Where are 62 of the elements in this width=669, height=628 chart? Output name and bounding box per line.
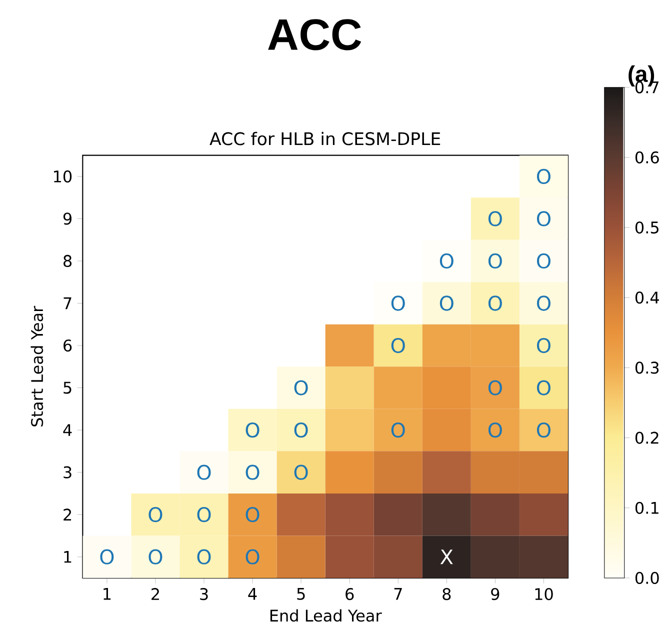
data-label: O xyxy=(148,549,162,564)
x-tick-label: 3 xyxy=(200,588,208,600)
data-label: O xyxy=(391,338,405,354)
data-label: O xyxy=(536,422,550,438)
data-label: O xyxy=(246,464,260,480)
data-label: O xyxy=(246,549,260,564)
x-tick-label: 5 xyxy=(297,588,305,600)
x-tick-label: 1 xyxy=(104,588,111,600)
data-label: O xyxy=(488,380,502,396)
data-label: O xyxy=(197,507,211,522)
color-bar-label: 0.0 xyxy=(635,572,659,584)
data-label: O xyxy=(536,253,550,269)
y-tick-label: 2 xyxy=(64,508,72,521)
data-label: O xyxy=(246,507,260,522)
chart-subtitle: ACC for HLB in CESM-DPLE xyxy=(210,132,440,146)
x-tick-label: 4 xyxy=(248,588,257,600)
data-label: O xyxy=(488,253,502,269)
y-tick-label: 3 xyxy=(64,466,72,478)
y-tick-label: 1 xyxy=(64,551,72,563)
y-tick-label: 9 xyxy=(63,212,72,225)
data-label: O xyxy=(391,296,405,311)
data-label: X xyxy=(440,550,453,564)
color-bar-label: 0.6 xyxy=(635,151,659,164)
data-label: O xyxy=(197,464,211,480)
color-bar-label: 0.5 xyxy=(635,221,658,234)
color-bar-label: 0.3 xyxy=(635,362,659,374)
data-label: O xyxy=(536,380,550,396)
data-label: O xyxy=(148,507,162,522)
data-label: O xyxy=(488,211,502,226)
y-tick-label: 8 xyxy=(64,254,72,268)
data-label: O xyxy=(294,380,308,396)
color-bar-label: 0.1 xyxy=(635,502,658,514)
data-label: O xyxy=(246,422,260,438)
y-tick-label: 10 xyxy=(54,170,72,183)
data-label: O xyxy=(294,422,308,438)
data-label: O xyxy=(294,464,308,480)
data-label: O xyxy=(391,422,405,438)
data-label: O xyxy=(197,549,211,564)
data-label: O xyxy=(536,168,550,184)
x-tick-label: 2 xyxy=(152,588,159,600)
y-tick-label: 6 xyxy=(64,339,72,352)
data-label: O xyxy=(536,338,550,354)
y-tick-label: 7 xyxy=(64,297,72,310)
x-tick-label: 6 xyxy=(346,588,354,600)
x-tick-label: 9 xyxy=(491,588,500,600)
data-label: O xyxy=(536,296,550,311)
data-label: O xyxy=(440,253,454,269)
color-bar-label: 0.2 xyxy=(635,432,658,444)
x-tick-label: 7 xyxy=(394,588,402,600)
chart-title: ACC xyxy=(268,19,362,50)
x-tick-label: 8 xyxy=(442,588,451,600)
y-axis-title: Start Lead Year xyxy=(30,306,44,426)
y-tick-label: 5 xyxy=(64,382,72,394)
x-tick-label: 10 xyxy=(535,588,553,600)
data-label: O xyxy=(440,296,454,311)
color-bar-label: 0.4 xyxy=(635,292,659,304)
data-label: O xyxy=(488,422,502,438)
data-label: O xyxy=(536,211,550,226)
data-label: O xyxy=(100,549,114,564)
x-axis-title: End Lead Year xyxy=(270,609,382,622)
data-label: O xyxy=(488,296,502,311)
y-tick-label: 4 xyxy=(63,424,72,436)
